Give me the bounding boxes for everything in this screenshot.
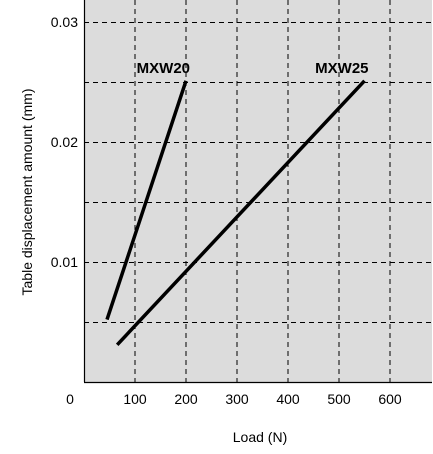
series-label-mxw25: MXW25 bbox=[315, 60, 368, 77]
y-tick-label: 0.01 bbox=[51, 254, 78, 270]
x-axis-ticks: 0 100 200 300 400 500 600 bbox=[66, 391, 402, 407]
series-layer bbox=[105, 79, 366, 346]
y-tick-label: 0.03 bbox=[51, 14, 78, 30]
y-tick-label: 0.02 bbox=[51, 134, 78, 150]
plot-frame bbox=[83, 0, 432, 384]
x-tick-label: 300 bbox=[225, 391, 249, 407]
y-axis-label: Table displacement amount (mm) bbox=[19, 89, 35, 296]
x-tick-label: 400 bbox=[276, 391, 300, 407]
grid bbox=[84, 0, 432, 382]
series-label-mxw20: MXW20 bbox=[137, 60, 190, 77]
series-line-mxw20 bbox=[105, 80, 188, 321]
x-tick-label: 600 bbox=[378, 391, 402, 407]
x-tick-label: 500 bbox=[327, 391, 351, 407]
x-axis-label: Load (N) bbox=[233, 429, 287, 445]
x-tick-label: 200 bbox=[174, 391, 198, 407]
series-line-mxw25 bbox=[115, 79, 366, 346]
x-tick-label: 0 bbox=[66, 391, 74, 407]
x-tick-label: 100 bbox=[123, 391, 147, 407]
y-axis-ticks: 0.01 0.02 0.03 bbox=[51, 14, 78, 270]
series-labels: MXW20 MXW25 bbox=[137, 60, 369, 77]
